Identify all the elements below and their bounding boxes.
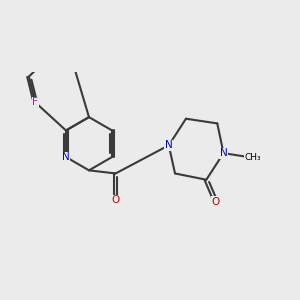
Text: CH₃: CH₃ <box>245 153 262 162</box>
Text: O: O <box>112 195 120 205</box>
Text: N: N <box>165 140 172 150</box>
Text: N: N <box>62 152 70 162</box>
Text: O: O <box>212 196 220 207</box>
Text: F: F <box>32 97 38 107</box>
Text: N: N <box>220 148 227 158</box>
